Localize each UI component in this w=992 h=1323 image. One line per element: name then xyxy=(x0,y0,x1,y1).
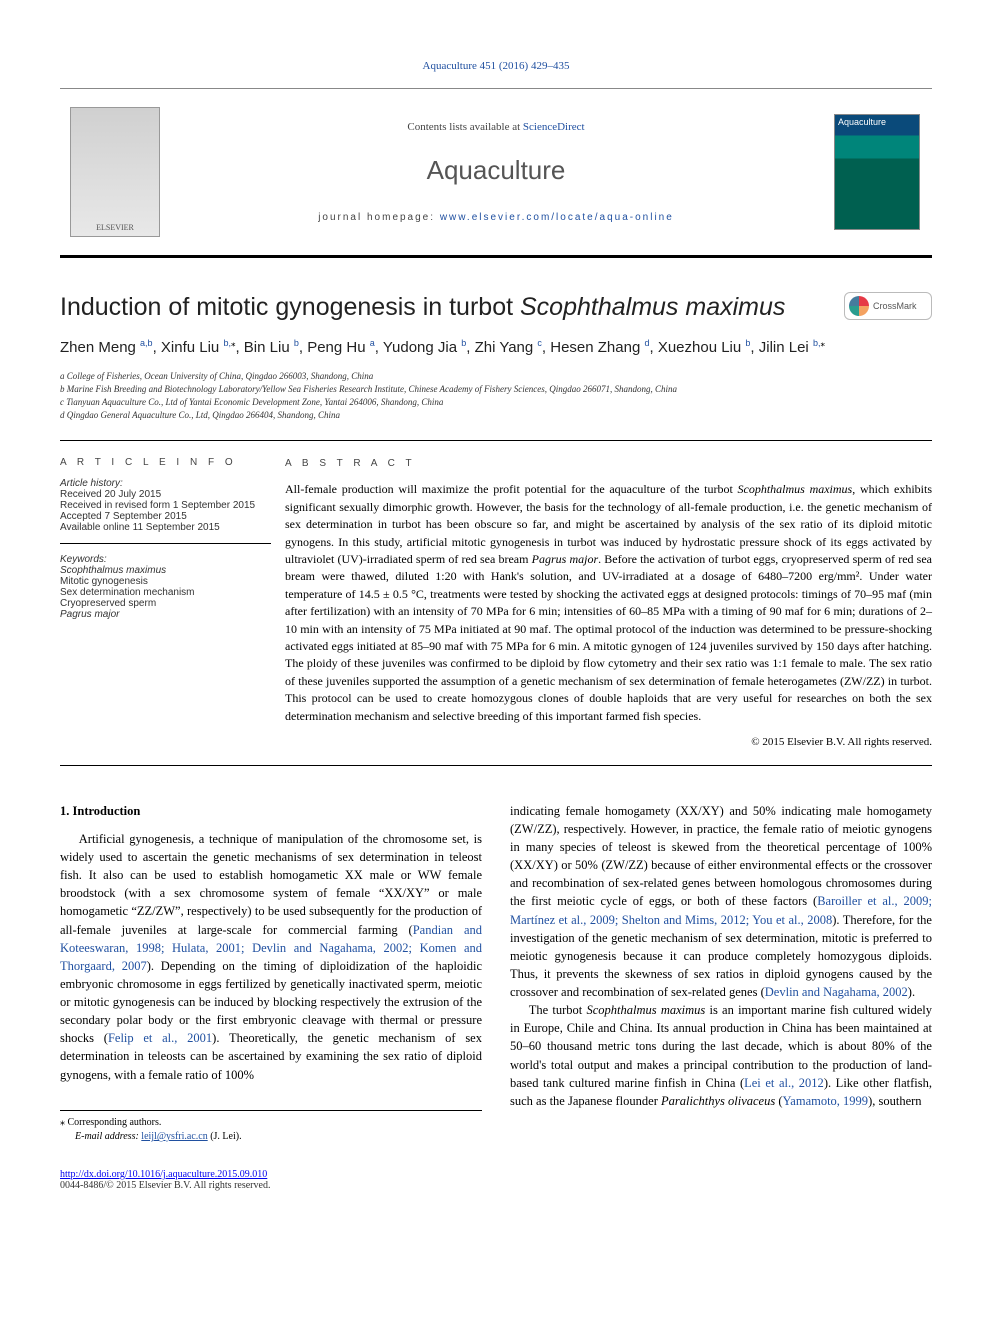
authors-line: Zhen Meng a,b, Xinfu Liu b,⁎, Bin Liu b,… xyxy=(60,337,932,360)
keywords-label: Keywords: xyxy=(60,554,271,565)
article-history-label: Article history: xyxy=(60,478,271,489)
keyword-2: Sex determination mechanism xyxy=(60,587,271,598)
citation-line: Aquaculture 451 (2016) 429–435 xyxy=(60,60,932,72)
article-history-block: Article history: Received 20 July 2015 R… xyxy=(60,478,271,544)
body-col-right: indicating female homogamety (XX/XY) and… xyxy=(510,802,932,1145)
doi-link[interactable]: http://dx.doi.org/10.1016/j.aquaculture.… xyxy=(60,1169,267,1180)
intro-p1-cont: indicating female homogamety (XX/XY) and… xyxy=(510,802,932,1001)
keyword-1: Mitotic gynogenesis xyxy=(60,576,271,587)
crossmark-label: CrossMark xyxy=(873,301,917,311)
keyword-0: Scophthalmus maximus xyxy=(60,565,271,576)
contents-list-line: Contents lists available at ScienceDirec… xyxy=(407,121,584,133)
history-revised: Received in revised form 1 September 201… xyxy=(60,500,271,511)
divider xyxy=(60,440,932,441)
corresponding-email-who: (J. Lei). xyxy=(210,1131,241,1142)
corresponding-block: ⁎ Corresponding authors. E-mail address:… xyxy=(60,1110,482,1145)
elsevier-logo: ELSEVIER xyxy=(70,107,160,237)
abstract-col: A B S T R A C T All-female production wi… xyxy=(285,443,932,765)
intro-p2: The turbot Scophthalmus maximus is an im… xyxy=(510,1001,932,1110)
keywords-block: Keywords: Scophthalmus maximus Mitotic g… xyxy=(60,554,271,630)
history-accepted: Accepted 7 September 2015 xyxy=(60,511,271,522)
keyword-3: Cryopreserved sperm xyxy=(60,598,271,609)
title-italic-species: Scophthalmus maximus xyxy=(520,293,785,321)
journal-homepage-link[interactable]: www.elsevier.com/locate/aqua-online xyxy=(440,212,674,223)
article-info-col: A R T I C L E I N F O Article history: R… xyxy=(60,443,285,765)
journal-name: Aquaculture xyxy=(427,155,566,186)
title-plain: Induction of mitotic gynogenesis in turb… xyxy=(60,293,520,321)
affiliation-d: d Qingdao General Aquaculture Co., Ltd, … xyxy=(60,409,932,422)
corresponding-email[interactable]: leijl@ysfri.ac.cn xyxy=(141,1131,207,1142)
abstract-heading: A B S T R A C T xyxy=(285,457,932,472)
publisher-logo-col: ELSEVIER xyxy=(60,89,170,255)
affiliation-b: b Marine Fish Breeding and Biotechnology… xyxy=(60,383,932,396)
keyword-4: Pagrus major xyxy=(60,609,271,620)
contents-prefix: Contents lists available at xyxy=(407,121,522,133)
history-received: Received 20 July 2015 xyxy=(60,489,271,500)
intro-p1: Artificial gynogenesis, a technique of m… xyxy=(60,830,482,1084)
history-online: Available online 11 September 2015 xyxy=(60,522,271,533)
corresponding-star: ⁎ Corresponding authors. xyxy=(60,1116,482,1131)
email-label: E-mail address: xyxy=(75,1131,139,1142)
affiliations: a College of Fisheries, Ocean University… xyxy=(60,370,932,422)
journal-header: ELSEVIER Contents lists available at Sci… xyxy=(60,88,932,258)
article-info-heading: A R T I C L E I N F O xyxy=(60,457,271,468)
journal-cover: Aquaculture xyxy=(834,114,920,230)
section-heading-intro: 1. Introduction xyxy=(60,802,482,820)
affiliation-a: a College of Fisheries, Ocean University… xyxy=(60,370,932,383)
journal-cover-col: Aquaculture xyxy=(822,89,932,255)
doi-line: http://dx.doi.org/10.1016/j.aquaculture.… xyxy=(60,1169,932,1180)
journal-cover-label: Aquaculture xyxy=(838,117,886,127)
body-columns: 1. Introduction Artificial gynogenesis, … xyxy=(60,802,932,1145)
header-center: Contents lists available at ScienceDirec… xyxy=(170,89,822,255)
crossmark-icon xyxy=(849,296,869,316)
journal-homepage-line: journal homepage: www.elsevier.com/locat… xyxy=(318,212,674,223)
body-col-left: 1. Introduction Artificial gynogenesis, … xyxy=(60,802,482,1145)
corresponding-email-line: E-mail address: leijl@ysfri.ac.cn (J. Le… xyxy=(75,1130,482,1145)
issn-copyright-line: 0044-8486/© 2015 Elsevier B.V. All right… xyxy=(60,1180,932,1191)
crossmark-badge[interactable]: CrossMark xyxy=(844,292,932,320)
article-title: Induction of mitotic gynogenesis in turb… xyxy=(60,292,832,323)
affiliation-c: c Tianyuan Aquaculture Co., Ltd of Yanta… xyxy=(60,396,932,409)
abstract-copyright: © 2015 Elsevier B.V. All rights reserved… xyxy=(285,735,932,751)
abstract-text: All-female production will maximize the … xyxy=(285,481,932,724)
elsevier-logo-label: ELSEVIER xyxy=(96,223,134,232)
sciencedirect-link[interactable]: ScienceDirect xyxy=(523,121,585,133)
homepage-prefix: journal homepage: xyxy=(318,212,440,223)
